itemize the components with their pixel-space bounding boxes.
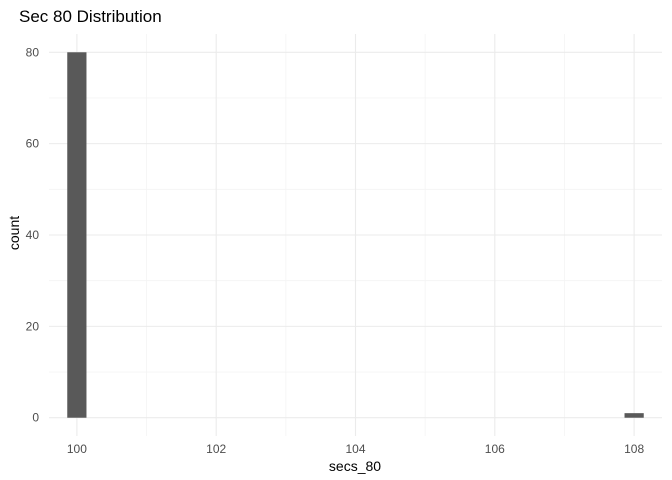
x-tick-label: 100 xyxy=(67,442,87,456)
y-tick-label: 20 xyxy=(26,319,40,333)
y-tick-label: 80 xyxy=(26,45,40,59)
x-tick-label: 106 xyxy=(485,442,505,456)
x-tick-label: 108 xyxy=(624,442,644,456)
y-axis-tick-labels: 0 20 40 60 80 xyxy=(26,45,40,424)
x-axis-title: secs_80 xyxy=(329,458,381,474)
x-tick-label: 104 xyxy=(345,442,365,456)
histogram-bar xyxy=(624,413,644,418)
y-tick-label: 40 xyxy=(26,228,40,242)
y-tick-label: 60 xyxy=(26,137,40,151)
x-axis-tick-labels: 100 102 104 106 108 xyxy=(67,442,645,456)
y-axis-title: count xyxy=(6,216,22,250)
histogram-bars xyxy=(67,52,644,418)
chart-title: Sec 80 Distribution xyxy=(19,7,162,26)
x-tick-label: 102 xyxy=(206,442,226,456)
histogram-bar xyxy=(67,52,87,418)
y-tick-label: 0 xyxy=(32,411,39,425)
